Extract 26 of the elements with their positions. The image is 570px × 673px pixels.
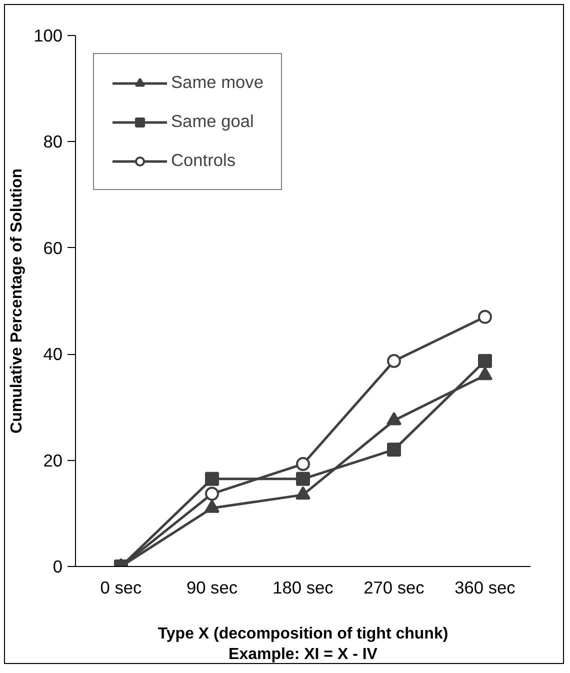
point xyxy=(296,472,310,486)
point xyxy=(296,457,310,472)
x-axis-title: Type X (decomposition of tight chunk) Example: XI = X - IV xyxy=(158,626,448,663)
point xyxy=(478,310,492,324)
y-tick-label: 20 xyxy=(43,450,63,470)
point xyxy=(296,486,310,500)
point xyxy=(387,442,401,457)
x-tick-label: 0 sec xyxy=(100,578,142,598)
point xyxy=(478,354,492,368)
y-axis-title: Cumulative Percentage of Solution xyxy=(8,168,26,434)
y-tick-label: 0 xyxy=(52,556,63,576)
x-tick-label: 180 sec xyxy=(272,578,334,598)
point xyxy=(204,500,220,513)
point xyxy=(205,486,219,501)
y-tick-label: 40 xyxy=(43,344,63,364)
point xyxy=(205,472,219,486)
legend-label: Same move xyxy=(171,72,264,93)
point xyxy=(387,354,401,368)
x-tick-label: 360 sec xyxy=(454,578,516,598)
legend-label: Same goal xyxy=(171,111,254,132)
y-tick-label: 60 xyxy=(43,238,63,258)
y-tick-label: 80 xyxy=(43,132,63,152)
x-tick-label: 270 sec xyxy=(364,578,425,598)
legend-label: Controls xyxy=(171,150,236,171)
y-tick-label: 100 xyxy=(34,26,63,46)
x-tick-label: 90 sec xyxy=(186,578,238,598)
